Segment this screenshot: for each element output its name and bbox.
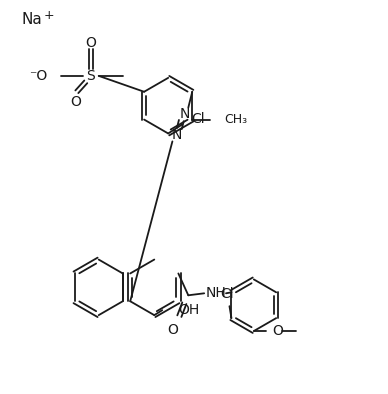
Text: Na: Na [21,12,42,27]
Text: CH₃: CH₃ [224,113,247,126]
Text: OH: OH [178,303,199,317]
Text: O: O [70,95,81,109]
Text: ⁻O: ⁻O [29,69,47,83]
Text: O: O [167,323,178,337]
Text: NH: NH [206,286,227,300]
Text: Cl: Cl [221,287,234,301]
Text: +: + [44,9,55,22]
Text: O: O [85,36,96,50]
Text: N: N [179,107,189,121]
Text: S: S [87,69,95,83]
Text: Cl: Cl [191,112,204,126]
Text: N: N [171,128,182,143]
Text: O: O [272,324,283,338]
